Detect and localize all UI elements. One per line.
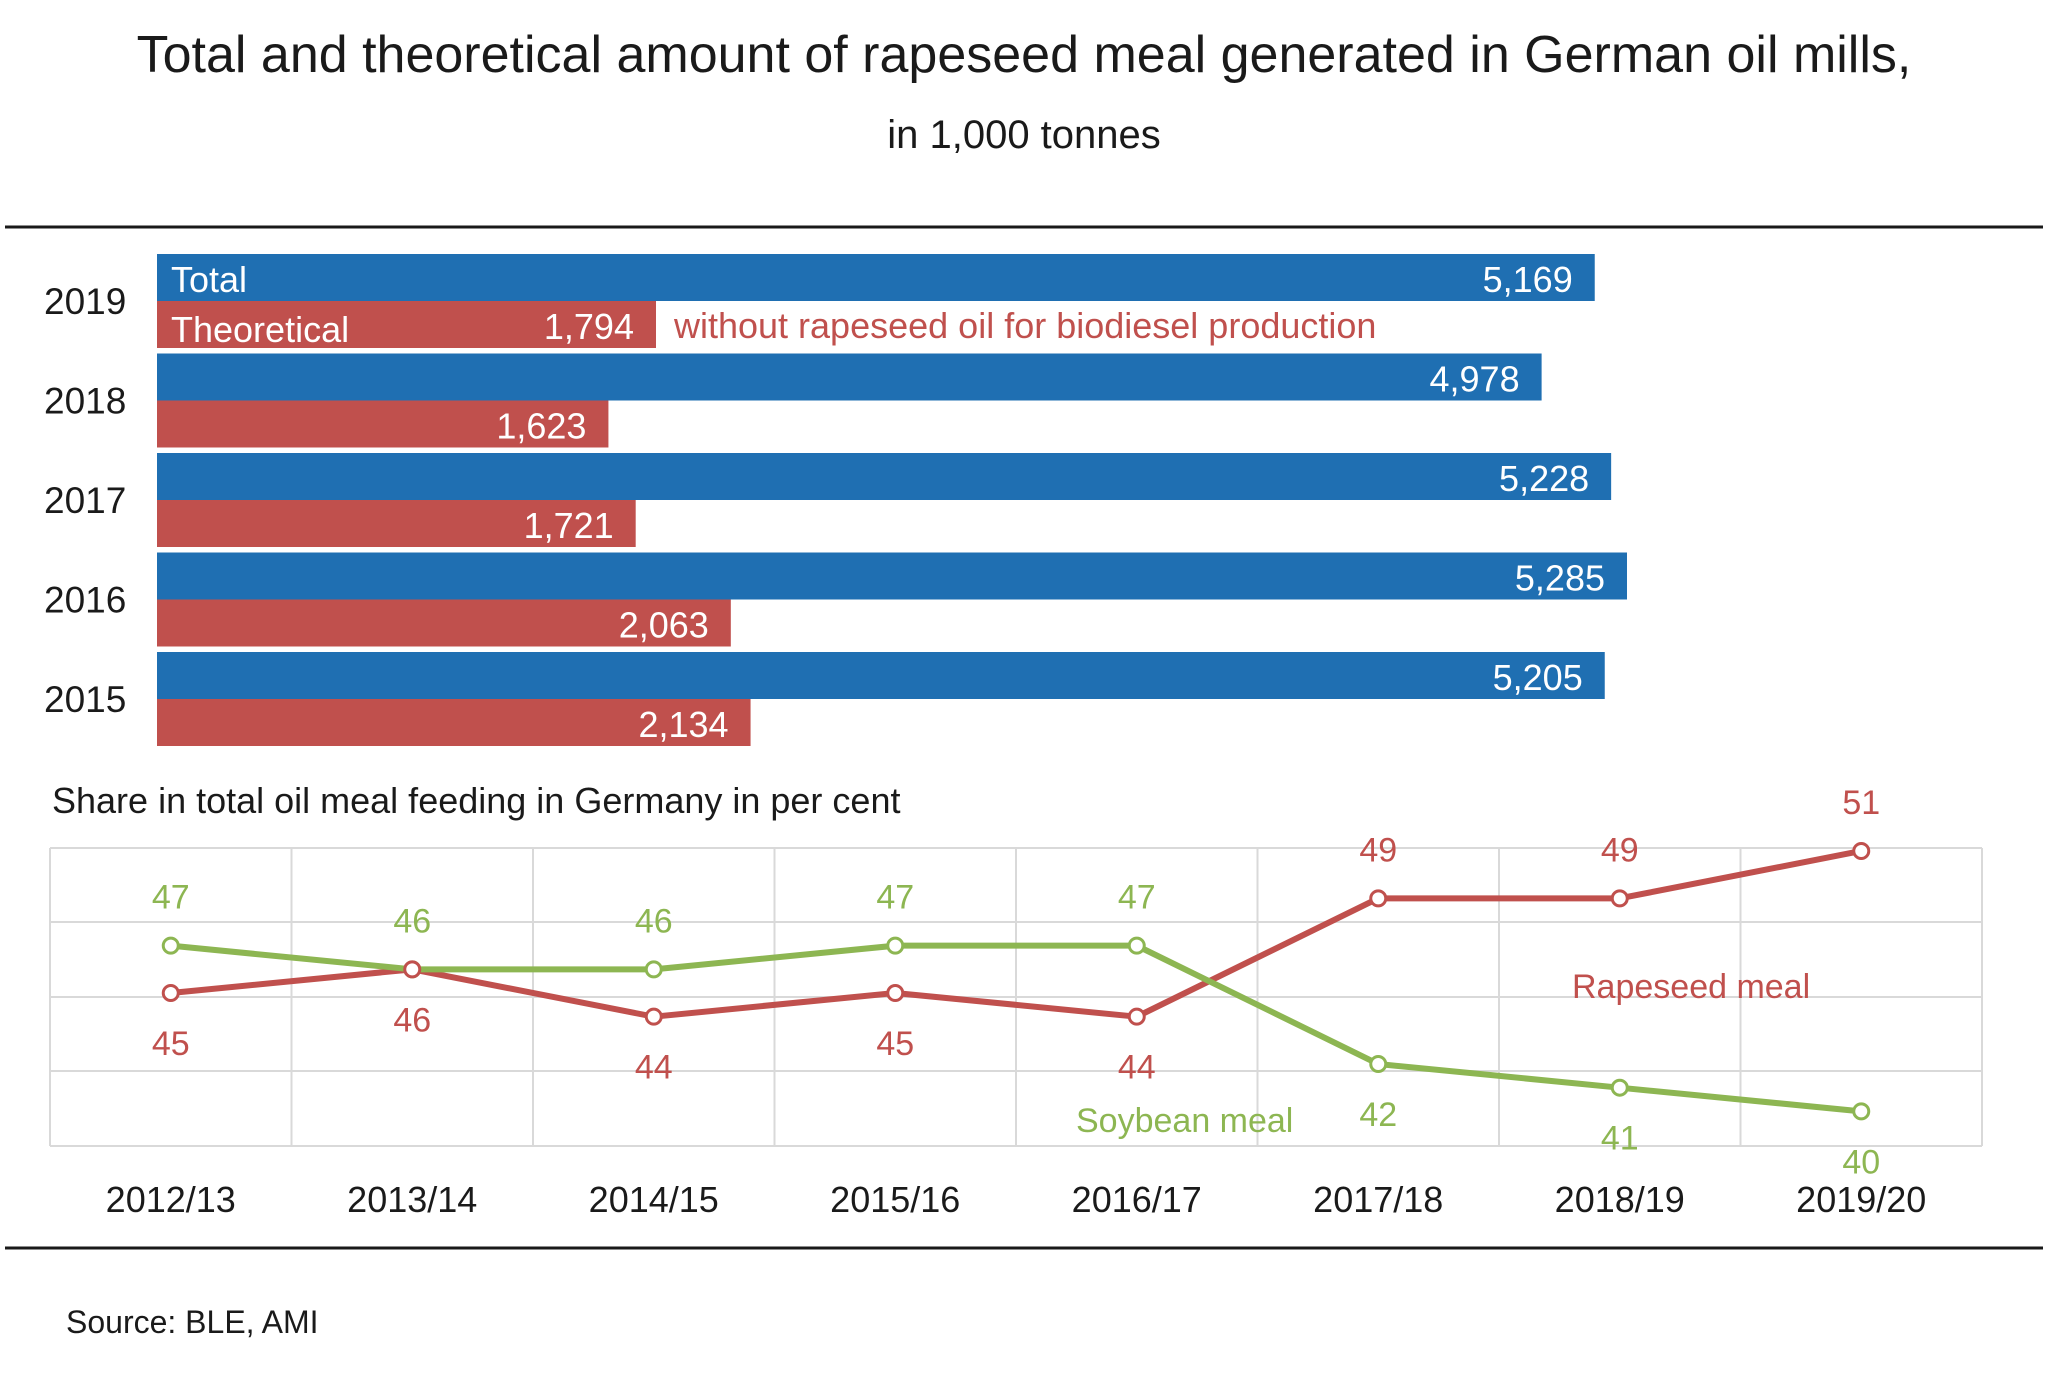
- x-tick-label: 2014/15: [589, 1179, 719, 1220]
- theoretical-bar: [157, 400, 609, 448]
- x-tick-label: 2019/20: [1796, 1179, 1926, 1220]
- x-tick-label: 2013/14: [347, 1179, 477, 1220]
- rapeseed-point: [1369, 889, 1388, 908]
- theoretical-bar: [157, 301, 656, 348]
- rapeseed-data-label: 44: [635, 1049, 673, 1087]
- line-chart: 2012/13 2013/14 2014/15 2015/16 2016/17 2017/…: [49, 784, 1983, 1220]
- chart-title: Total and theoretical amount of rapeseed…: [137, 26, 1912, 84]
- rapeseed-point: [1852, 841, 1871, 860]
- rapeseed-data-label: 49: [1359, 831, 1397, 869]
- year-label: 2017: [44, 480, 126, 521]
- theoretical-value-label: 1,721: [524, 505, 614, 546]
- soybean-data-label: 46: [393, 902, 431, 940]
- total-value-label: 5,285: [1515, 558, 1605, 599]
- theoretical-value-label: 1,794: [544, 306, 634, 347]
- source-note: Source: BLE, AMI: [66, 1304, 319, 1340]
- soybean-point: [1127, 936, 1146, 955]
- rapeseed-point: [644, 1007, 663, 1026]
- rapeseed-line: [170, 848, 1862, 1020]
- x-tick-label: 2018/19: [1555, 1179, 1685, 1220]
- legend-total-label: Total: [171, 259, 247, 300]
- x-tick-label: 2016/17: [1072, 1179, 1202, 1220]
- year-label: 2016: [44, 580, 126, 621]
- soybean-data-label: 46: [635, 902, 673, 940]
- legend-theoretical-label: Theoretical: [171, 309, 349, 350]
- rapeseed-data-label: 51: [1842, 784, 1880, 822]
- soybean-data-label: 40: [1842, 1143, 1880, 1181]
- theoretical-bar: [157, 599, 731, 647]
- rapeseed-data-label: 45: [876, 1025, 914, 1063]
- soybean-point: [886, 936, 905, 955]
- theoretical-bar: [157, 699, 751, 746]
- soybean-series-label: Soybean meal: [1076, 1102, 1293, 1140]
- total-value-label: 5,169: [1483, 259, 1573, 300]
- soybean-data-label: 47: [152, 879, 190, 917]
- rapeseed-series-label: Rapeseed meal: [1572, 968, 1810, 1006]
- total-bar: [157, 353, 1542, 401]
- soybean-data-label: 47: [876, 879, 914, 917]
- soybean-point: [1610, 1078, 1629, 1097]
- rapeseed-data-label: 44: [1118, 1049, 1156, 1087]
- year-label: 2019: [44, 281, 126, 322]
- year-label: 2015: [44, 679, 126, 720]
- soybean-data-label: 47: [1118, 879, 1156, 917]
- soybean-point: [1369, 1055, 1388, 1074]
- chart-subtitle: in 1,000 tonnes: [887, 113, 1161, 157]
- total-bar: [157, 254, 1595, 301]
- total-bar: [157, 453, 1612, 500]
- soybean-data-label: 41: [1601, 1120, 1639, 1158]
- x-tick-label: 2017/18: [1313, 1179, 1443, 1220]
- total-bar: [157, 652, 1605, 699]
- theoretical-annotation: without rapeseed oil for biodiesel produ…: [673, 305, 1376, 346]
- rapeseed-data-label: 46: [393, 1001, 431, 1039]
- year-label: 2018: [44, 381, 126, 422]
- soybean-point: [644, 960, 663, 979]
- rapeseed-data-label: 45: [152, 1025, 190, 1063]
- soybean-point: [1852, 1102, 1871, 1121]
- rapeseed-point: [1127, 1007, 1146, 1026]
- total-value-label: 4,978: [1430, 359, 1520, 400]
- bar-chart: 2019 5,169 1,794 Total Theoretical without ra…: [44, 254, 1627, 746]
- theoretical-bar: [157, 500, 636, 547]
- total-value-label: 5,228: [1499, 458, 1589, 499]
- theoretical-value-label: 2,063: [619, 605, 709, 646]
- theoretical-value-label: 1,623: [496, 406, 586, 447]
- soybean-data-label: 42: [1359, 1096, 1397, 1134]
- soybean-line: [170, 942, 1862, 1115]
- total-value-label: 5,205: [1493, 657, 1583, 698]
- rapeseed-data-label: 49: [1601, 831, 1639, 869]
- line-chart-title: Share in total oil meal feeding in Germa…: [52, 780, 900, 821]
- rapeseed-point: [1610, 889, 1629, 908]
- x-tick-label: 2012/13: [106, 1179, 236, 1220]
- rapeseed-point: [886, 984, 905, 1003]
- x-tick-label: 2015/16: [830, 1179, 960, 1220]
- theoretical-value-label: 2,134: [638, 704, 728, 745]
- rapeseed-point: [403, 960, 422, 979]
- total-bar: [157, 552, 1627, 600]
- rapeseed-point: [161, 984, 180, 1003]
- soybean-point: [161, 936, 180, 955]
